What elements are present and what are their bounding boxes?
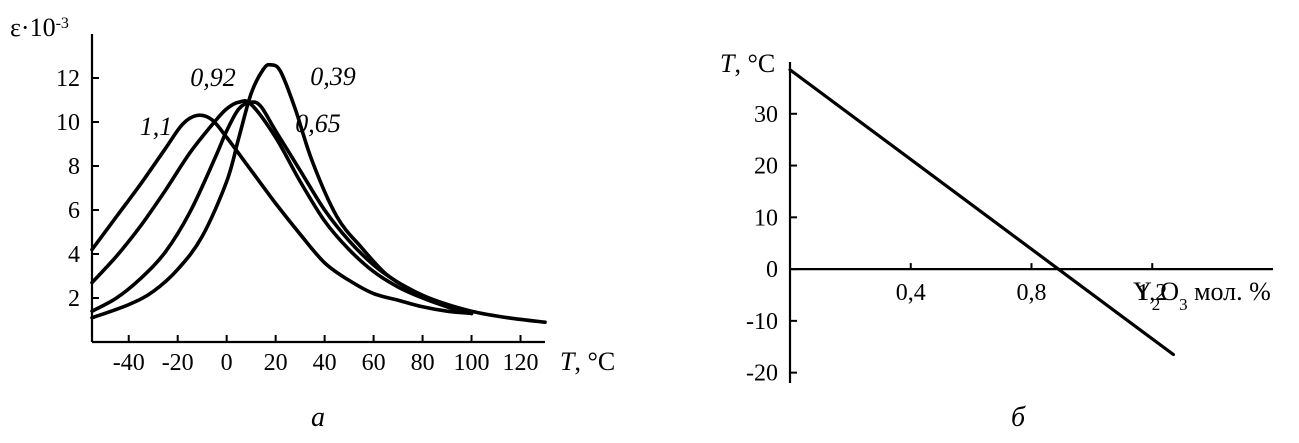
panel-b-y-tick-label: -20 <box>746 361 778 387</box>
panel-a-label: а <box>311 402 325 433</box>
panel-b-xlabel: Y2O3 мол. % <box>1133 277 1271 314</box>
panel-a-curve-labels: 1,1 0,92 0,65 0,39 <box>140 62 356 141</box>
panel-b-axes <box>788 62 1273 383</box>
panel-b-xlabel-sub1: 2 <box>1152 295 1161 314</box>
panel-b-x-tick-label: 0,4 <box>896 280 926 306</box>
panel-a-y-tick-label: 6 <box>68 198 80 224</box>
panel-b-xlabel-c: мол. % <box>1188 277 1271 306</box>
panel-a-xlabel: T, °C <box>560 347 615 376</box>
panel-a-x-tick-label: 40 <box>313 350 337 376</box>
panel-a-y-tick-label: 12 <box>56 66 80 92</box>
panel-b-ylabel-unit: , °C <box>734 49 775 78</box>
panel-b-ticks: 0,4 0,8 1,2 -20 -10 0 10 20 30 <box>746 102 1167 387</box>
panel-a-x-tick-label: -20 <box>162 350 194 376</box>
panel-a-x-tick-label: 20 <box>264 350 288 376</box>
panel-a-x-tick-label: -40 <box>113 350 145 376</box>
panel-a-y-tick-label: 8 <box>68 154 80 180</box>
panel-b-x-tick-label: 0,8 <box>1017 280 1047 306</box>
panel-a-curve-label: 0,92 <box>190 63 236 92</box>
panel-a-x-tick-label: 80 <box>411 350 435 376</box>
panel-a-xlabel-italic: T <box>560 347 576 376</box>
panel-a: -40 -20 0 20 40 60 80 100 120 2 4 6 8 10 12 1,1 0,92 0,6… <box>10 13 615 433</box>
panel-a-curve-label: 0,39 <box>310 62 356 91</box>
panel-b-y-tick-label: 0 <box>766 257 778 283</box>
panel-b: 0,4 0,8 1,2 -20 -10 0 10 20 30 T, °C Y2O3 мол. %… <box>720 49 1273 433</box>
panel-a-curve <box>90 113 474 316</box>
panel-a-curve-label: 1,1 <box>140 112 173 141</box>
panel-a-ylabel-exp: -3 <box>56 15 69 32</box>
panel-b-xlabel-a: Y <box>1133 277 1152 306</box>
panel-b-ylabel-italic: T <box>720 49 736 78</box>
panel-a-ylabel-main: ε·10 <box>10 13 56 42</box>
panel-b-y-tick-label: 20 <box>754 154 778 180</box>
panel-a-x-tick-label: 60 <box>362 350 386 376</box>
panel-a-ticks: -40 -20 0 20 40 60 80 100 120 2 4 6 8 10 12 <box>56 66 539 376</box>
panel-a-x-tick-label: 0 <box>221 350 233 376</box>
panel-b-y-tick-label: -10 <box>746 309 778 335</box>
panel-b-xlabel-sub2: 3 <box>1179 295 1188 314</box>
panel-a-curves <box>90 62 547 324</box>
panel-a-xlabel-unit: , °C <box>574 347 615 376</box>
panel-b-xlabel-b: O <box>1160 277 1179 306</box>
panel-b-ylabel: T, °C <box>720 49 775 78</box>
panel-a-y-tick-label: 2 <box>68 286 80 312</box>
panel-a-y-tick-label: 10 <box>56 110 80 136</box>
panel-a-curve <box>90 99 474 316</box>
panel-a-ylabel: ε·10-3 <box>10 13 69 42</box>
panel-b-x-tick-label: 1,2 <box>1137 280 1167 306</box>
panel-a-curve-label: 0,65 <box>295 109 341 138</box>
panel-b-series-line <box>788 68 1175 357</box>
panel-b-y-tick-label: 30 <box>754 102 778 128</box>
panel-a-x-tick-label: 100 <box>454 350 490 376</box>
panel-b-lines <box>788 68 1175 357</box>
panel-a-axes <box>90 34 545 344</box>
panel-a-x-tick-label: 120 <box>503 350 539 376</box>
panel-b-y-tick-label: 10 <box>754 205 778 231</box>
panel-a-y-tick-label: 4 <box>68 242 80 268</box>
panel-a-curve <box>90 62 547 324</box>
panel-b-label: б <box>1011 402 1026 433</box>
